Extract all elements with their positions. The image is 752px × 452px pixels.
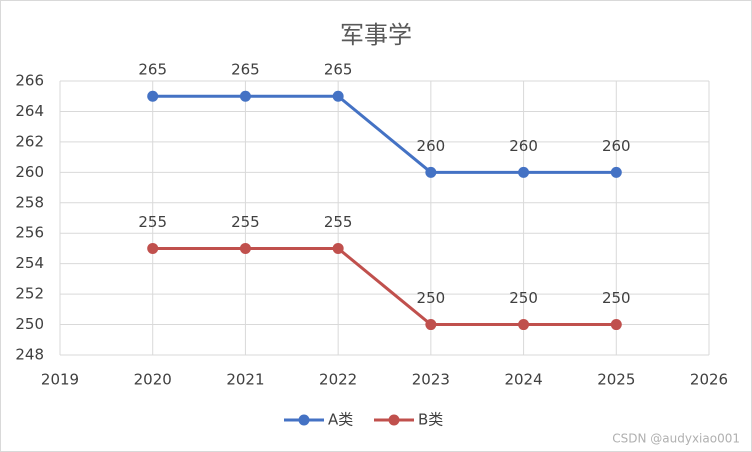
data-label: 260 [417,137,446,155]
y-tick-label: 250 [15,315,44,333]
data-point [147,242,159,254]
data-label: 260 [602,137,631,155]
watermark: CSDN @audyxiao001 [612,432,740,446]
legend-marker [388,414,400,426]
data-label: 265 [231,61,260,79]
y-tick-label: 260 [15,163,44,181]
x-tick-label: 2022 [319,371,357,389]
y-tick-label: 258 [15,193,44,211]
data-point [610,319,622,331]
data-point [518,166,530,178]
x-tick-label: 2021 [226,371,264,389]
series-line [152,94,617,174]
x-tick-label: 2023 [412,371,450,389]
y-tick-label: 252 [15,285,44,303]
x-tick-label: 2026 [690,371,728,389]
data-label: 255 [231,213,260,231]
data-label: 255 [324,213,353,231]
data-label: 265 [138,61,167,79]
series-line [152,246,617,327]
data-point [147,90,159,102]
x-tick-label: 2024 [504,371,542,389]
data-label: 250 [602,289,631,307]
chart-title: 军事学 [340,21,412,49]
x-tick-label: 2025 [597,371,635,389]
y-tick-label: 266 [15,72,44,90]
y-tick-label: 262 [15,132,44,150]
data-point [332,242,344,254]
data-point [239,242,251,254]
x-tick-label: 2019 [41,371,79,389]
data-point [610,166,622,178]
legend-marker [298,414,310,426]
y-tick-label: 248 [15,346,44,364]
legend-label: A类 [328,411,353,429]
data-label: 260 [509,137,538,155]
y-tick-label: 256 [15,224,44,242]
data-point [425,319,437,331]
x-tick-label: 2020 [134,371,172,389]
legend-label: B类 [418,411,443,429]
data-label: 265 [324,61,353,79]
data-point [239,90,251,102]
y-tick-label: 264 [15,102,44,120]
data-point [332,90,344,102]
data-point [518,319,530,331]
data-label: 255 [138,213,167,231]
data-label: 250 [509,289,538,307]
y-tick-label: 254 [15,254,44,272]
data-label: 250 [417,289,446,307]
data-point [425,166,437,178]
